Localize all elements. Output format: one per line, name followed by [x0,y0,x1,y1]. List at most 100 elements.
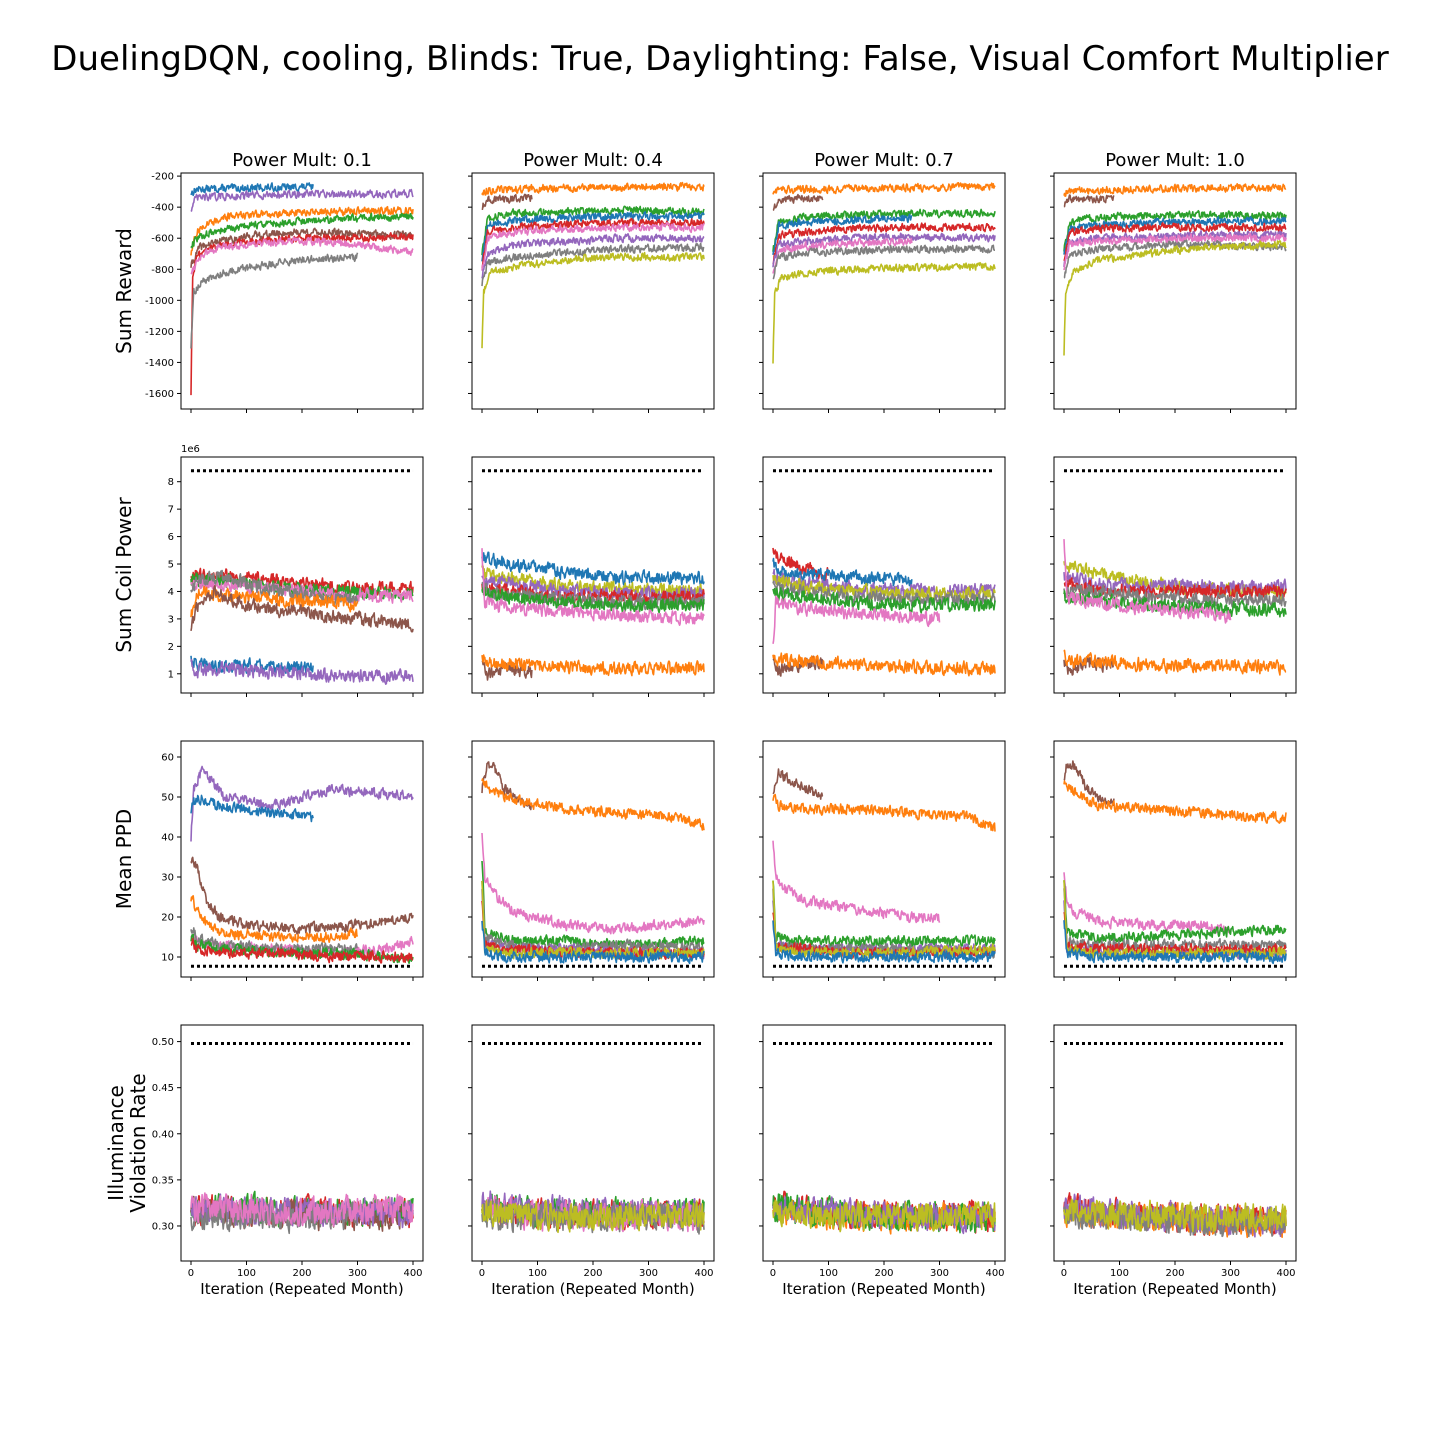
series-group [481,1190,705,1235]
subplot-r2-c2 [468,456,715,697]
subplot-r3-c1: 10 20 30 40 50 60 Mean PPD [112,740,424,981]
data-line-8 [481,880,705,961]
column-title: Power Mult: 0.1 [232,150,372,171]
data-line-6 [190,569,359,607]
y-tick-label: 2 [168,642,174,653]
x-tick-label: 0 [188,1268,194,1279]
series-group [772,547,996,677]
data-line-3 [772,208,996,252]
plot-frame [762,172,1006,410]
y-tick-label: 0.30 [152,1221,174,1232]
x-tick-label: 100 [237,1268,256,1279]
data-line-9 [481,251,705,349]
data-line-2 [1063,780,1287,824]
x-axis-label: Iteration (Repeated Month) [491,1280,694,1298]
series-group [772,1190,996,1235]
data-line-4 [481,860,705,952]
data-line-7 [1063,232,1287,271]
y-tick-label: 30 [161,873,174,884]
y-tick-label: 3 [168,614,174,625]
data-line-6 [190,1192,414,1227]
plot-frame [471,172,715,410]
series-group [190,567,414,686]
subplot-r4-c1: 0.30 0.35 0.40 0.45 0.50 0 100 200 300 400Iterati… [104,1024,424,1298]
y-tick-label: 10 [161,953,174,964]
data-line-3 [190,856,414,935]
series-group [481,548,705,681]
series-group [481,761,705,965]
data-line-8 [1063,649,1287,676]
data-line-5 [481,217,705,268]
data-line-9 [772,261,996,364]
data-line-8 [772,655,824,677]
x-tick-label: 300 [930,1268,949,1279]
subplot-r2-c1: 1 2 3 4 5 6 7 8 1e6 Sum Coil Power [112,444,424,697]
data-line-4 [1063,583,1287,609]
y-tick-label: -800 [151,265,174,276]
column-title: Power Mult: 0.7 [814,150,954,171]
data-line-1 [190,765,414,842]
x-tick-label: 100 [819,1268,838,1279]
y-tick-label: -1000 [145,296,174,307]
data-line-7 [481,233,705,279]
subplot-r1-c2: Power Mult: 0.4 [468,150,715,413]
y-tick-label: 1 [168,669,174,680]
data-line-4 [190,212,414,249]
x-tick-label: 300 [1221,1268,1240,1279]
data-line-6 [772,587,996,614]
data-line-5 [1063,1198,1287,1233]
subplot-grid: -1600 -1400 -1200 -1000 -800 -600 -400 -200 Powe… [104,150,1297,1298]
subplot-r1-c4: Power Mult: 1.0 [1050,150,1297,413]
data-line-2 [1063,571,1287,595]
y-tick-label: -600 [151,234,174,245]
data-line-7 [772,237,913,274]
data-line-7 [190,585,359,618]
data-line-5 [772,1199,996,1233]
data-line-6 [1063,539,1232,624]
data-line-4 [1063,880,1287,944]
data-line-6 [481,586,705,614]
data-line-1 [481,551,705,586]
series-group [1063,183,1287,356]
series-group [1063,539,1287,676]
data-line-4 [772,213,913,256]
x-tick-label: 200 [1165,1268,1184,1279]
data-line-9 [481,654,705,677]
axis-offset-label: 1e6 [181,444,200,455]
data-line-1 [1063,183,1287,197]
data-line-7 [190,236,414,275]
y-tick-label: -400 [151,203,174,214]
data-line-4 [481,211,705,262]
data-line-6 [481,1199,705,1234]
series-group [772,768,996,964]
data-line-7 [772,595,941,644]
x-axis-label: Iteration (Repeated Month) [782,1280,985,1298]
y-tick-label: 6 [168,532,174,543]
plot-frame [1053,740,1297,978]
subplot-r3-c2 [468,740,715,981]
data-line-9 [481,920,705,965]
y-tick-label: 20 [161,913,174,924]
data-line-6 [772,232,996,268]
column-title: Power Mult: 0.4 [523,150,663,171]
data-line-1 [772,182,996,195]
column-title: Power Mult: 1.0 [1105,150,1245,171]
data-line-5 [190,576,414,604]
data-line-9 [1063,240,1287,356]
y-tick-label: 0.45 [152,1083,174,1094]
y-axis-label: IlluminanceViolation Rate [104,1073,150,1212]
subplot-r2-c4 [1050,456,1297,697]
x-tick-label: 400 [403,1268,422,1279]
y-tick-label: 0.35 [152,1175,174,1186]
data-line-3 [772,840,941,924]
series-group [1063,760,1287,965]
data-line-1 [1063,760,1115,807]
data-line-3 [1063,872,1232,934]
y-tick-label: -1200 [145,327,174,338]
y-tick-label: 4 [168,587,174,598]
y-tick-label: 7 [168,505,174,516]
x-tick-label: 0 [770,1268,776,1279]
y-axis-label: Sum Reward [112,228,136,354]
data-line-1 [190,182,314,197]
